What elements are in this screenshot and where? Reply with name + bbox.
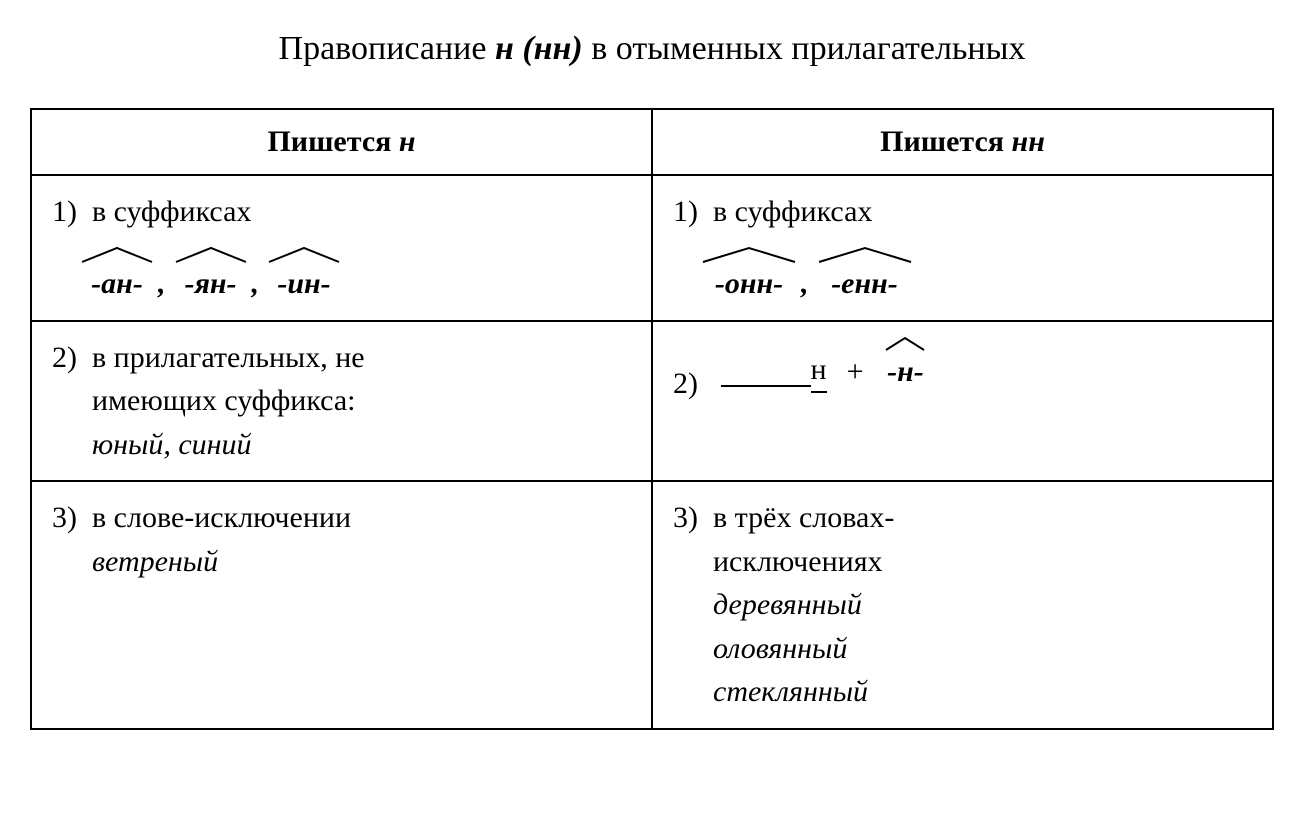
right-row3-line2: исключениях xyxy=(713,545,883,578)
left-row1-num: 1) xyxy=(52,190,92,234)
left-row3-num: 3) xyxy=(52,496,92,540)
right-row2-formula: н + -н- xyxy=(721,336,928,394)
right-row1-num: 1) xyxy=(673,190,713,234)
left-row1-suffixes: -ан- , -ян- , -ин- xyxy=(78,246,343,306)
page-title: Правописание н (нн) в отыменных прилагат… xyxy=(30,30,1274,68)
suffix-an: -ан- xyxy=(78,246,156,306)
right-row3: 3)в трёх словах- исключениях деревянный … xyxy=(652,481,1273,729)
plus-sign: + xyxy=(847,350,864,394)
left-row2: 2)в прилагательных, не имеющих суффикса:… xyxy=(31,321,652,482)
suffix-in: -ин- xyxy=(265,246,343,306)
header-right-pre: Пишется xyxy=(880,125,1011,158)
header-left: Пишется н xyxy=(31,109,652,175)
right-row1: 1)в суффиксах -онн- , -енн- xyxy=(652,175,1273,321)
left-row1: 1)в суффиксах -ан- , -ян- , -ин- xyxy=(31,175,652,321)
root-line-icon xyxy=(721,385,811,387)
suffix-yan: -ян- xyxy=(172,246,250,306)
title-part2: в отыменных прилагательных xyxy=(583,30,1026,67)
rules-table: Пишется н Пишется нн 1)в суффиксах -ан- … xyxy=(30,108,1274,730)
right-row3-line1: в трёх словах- xyxy=(713,501,894,534)
left-row2-line2: имеющих суффикса: xyxy=(92,384,356,417)
right-row3-ex1: деревянный xyxy=(713,588,862,621)
header-right-em: нн xyxy=(1012,125,1045,158)
header-left-em: н xyxy=(399,125,416,158)
left-row1-text: в суффиксах xyxy=(92,195,251,228)
header-left-pre: Пишется xyxy=(267,125,398,158)
root-n: н xyxy=(811,348,827,394)
left-row3-ex: ветреный xyxy=(92,545,218,578)
left-row2-line1: в прилагательных, не xyxy=(92,341,365,374)
left-row3: 3)в слове-исключении ветреный xyxy=(31,481,652,729)
right-row2: 2) н + -н- xyxy=(652,321,1273,482)
suffix-enn: -енн- xyxy=(815,246,915,306)
left-row2-num: 2) xyxy=(52,336,92,380)
right-row3-ex2: оловянный xyxy=(713,632,847,665)
title-part1: Правописание xyxy=(279,30,495,67)
page: Правописание н (нн) в отыменных прилагат… xyxy=(0,0,1304,750)
suffix-n: -н- xyxy=(883,336,927,394)
left-row3-text: в слове-исключении xyxy=(92,501,351,534)
title-bold: н (нн) xyxy=(495,30,583,67)
right-row3-ex3: стеклянный xyxy=(713,675,868,708)
right-row1-suffixes: -онн- , -енн- xyxy=(699,246,915,306)
suffix-onn: -онн- xyxy=(699,246,799,306)
right-row2-num: 2) xyxy=(673,362,713,406)
left-row2-ex: юный, синий xyxy=(92,428,252,461)
header-right: Пишется нн xyxy=(652,109,1273,175)
right-row3-num: 3) xyxy=(673,496,713,540)
right-row1-text: в суффиксах xyxy=(713,195,872,228)
